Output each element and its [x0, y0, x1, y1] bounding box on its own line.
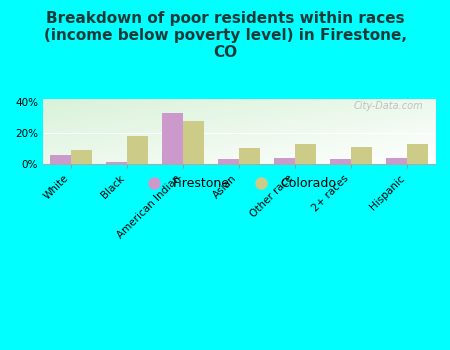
Bar	[106, 162, 127, 164]
Bar	[218, 159, 239, 164]
Text: Breakdown of poor residents within races
(income below poverty level) in Firesto: Breakdown of poor residents within races…	[44, 10, 406, 60]
Bar	[274, 158, 295, 164]
Text: City-Data.com: City-Data.com	[354, 101, 423, 111]
Legend: Firestone, Colorado: Firestone, Colorado	[137, 172, 341, 195]
Bar	[407, 144, 428, 164]
Bar	[239, 148, 260, 164]
Bar	[71, 150, 92, 164]
Bar	[386, 158, 407, 164]
Bar	[295, 144, 316, 164]
Bar	[162, 113, 183, 164]
Bar	[351, 147, 372, 164]
Bar	[183, 121, 204, 164]
Bar	[330, 159, 351, 164]
Bar	[50, 155, 71, 164]
Bar	[127, 136, 148, 164]
